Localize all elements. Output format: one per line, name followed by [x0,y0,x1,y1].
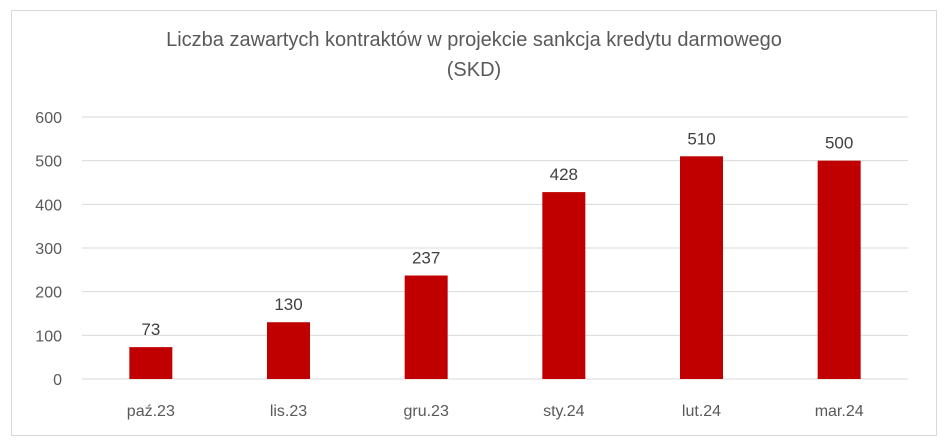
y-tick-label: 100 [35,328,62,345]
y-tick-label: 300 [35,241,62,258]
bar-paź.23 [129,347,173,379]
bar-sty.24 [542,192,586,379]
data-label: 510 [687,129,715,148]
x-tick-label: paź.23 [127,403,175,420]
x-tick-label: gru.23 [403,403,448,420]
y-axis-ticks: 0 100 200 300 400 500 600 [35,110,62,389]
bar-lut.24 [680,156,723,379]
chart-title-line-1: Liczba zawartych kontraktów w projekcie … [166,29,782,51]
data-label: 73 [141,320,160,339]
x-axis-ticks: paź.23 lis.23 gru.23 sty.24 lut.24 mar.24 [127,403,864,420]
x-tick-label: lut.24 [682,403,721,420]
data-labels: 73 130 237 428 510 500 [141,129,853,339]
x-tick-label: lis.23 [270,403,307,420]
chart-title: Liczba zawartych kontraktów w projekcie … [0,25,948,85]
y-tick-label: 600 [35,110,62,127]
y-tick-label: 200 [35,285,62,302]
data-label: 237 [412,249,440,268]
chart-title-line-2: (SKD) [446,59,502,81]
bar-mar.24 [817,160,861,379]
gridlines [82,116,908,380]
y-tick-label: 400 [35,197,62,214]
bar-lis.23 [267,322,310,379]
data-label: 130 [274,295,302,314]
bar-gru.23 [404,275,448,379]
y-tick-label: 500 [35,154,62,171]
data-label: 428 [550,165,578,184]
y-tick-label: 0 [53,372,62,389]
x-tick-label: sty.24 [543,403,585,420]
data-label: 500 [825,134,853,153]
x-tick-label: mar.24 [815,403,864,420]
bars [129,156,861,379]
